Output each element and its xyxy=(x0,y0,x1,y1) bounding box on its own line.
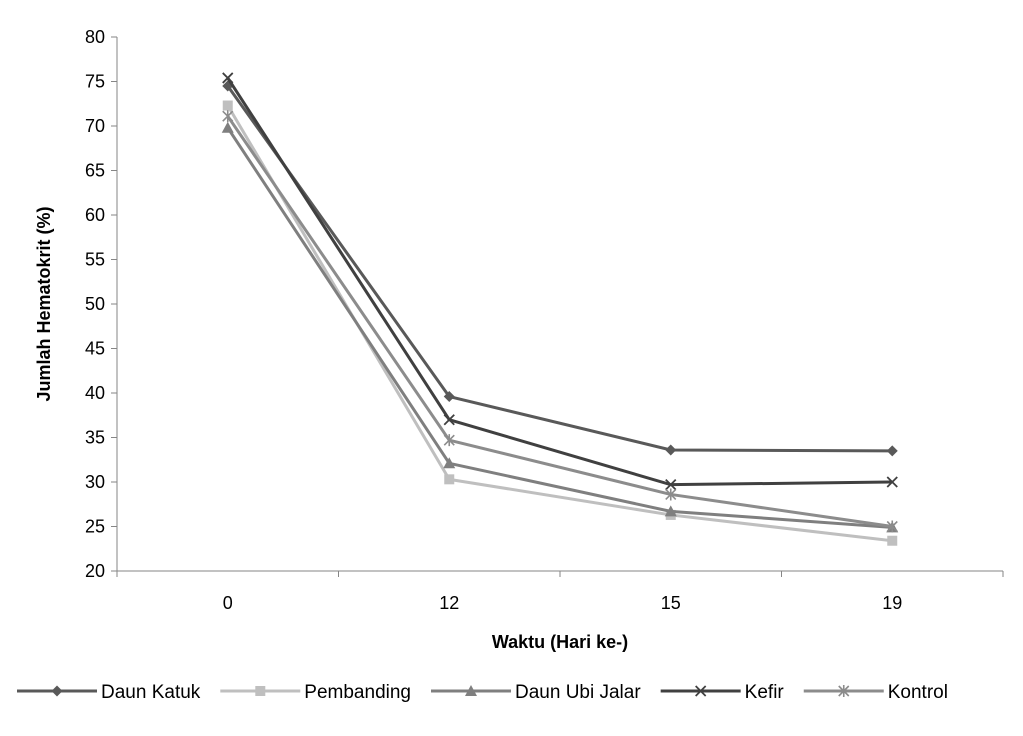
data-point-pembanding xyxy=(887,535,898,546)
legend-item-daun-katuk: Daun Katuk xyxy=(17,682,201,703)
series-line-kontrol xyxy=(226,115,893,528)
data-point-kontrol xyxy=(222,110,234,123)
legend-item-pembanding: Pembanding xyxy=(220,682,411,703)
legend: Daun Katuk Pembanding Daun Ubi Jalar Kefir K… xyxy=(17,682,948,703)
data-point-kefir xyxy=(222,72,234,84)
y-tick-label: 50 xyxy=(85,294,105,314)
data-point-kefir xyxy=(443,414,455,426)
series-daun-ubi-jalar xyxy=(221,121,899,533)
y-tick-label: 20 xyxy=(85,561,105,581)
data-point-pembanding xyxy=(222,100,233,111)
y-tick-label: 70 xyxy=(85,116,105,136)
data-point-daun-ubi-jalar xyxy=(221,121,234,133)
legend-label: Daun Katuk xyxy=(101,682,201,703)
x-axis: 0 12 15 19 xyxy=(116,570,1004,613)
data-point-daun-katuk xyxy=(665,444,677,456)
legend-item-daun-ubi-jalar: Daun Ubi Jalar xyxy=(431,682,641,703)
data-point-kefir xyxy=(665,479,677,491)
y-tick-label: 75 xyxy=(85,72,105,92)
y-tick-label: 40 xyxy=(85,383,105,403)
data-point-daun-ubi-jalar xyxy=(664,505,677,517)
data-point-daun-katuk xyxy=(886,445,898,457)
series-pembanding xyxy=(222,100,898,546)
y-tick-label: 65 xyxy=(85,161,105,181)
series-line-kefir xyxy=(226,77,893,487)
y-axis-title: Jumlah Hematokrit (%) xyxy=(34,206,54,401)
series-line-daun-katuk xyxy=(226,85,893,453)
y-tick-label: 25 xyxy=(85,517,105,537)
x-tick-label: 0 xyxy=(223,593,233,613)
series-layer xyxy=(221,72,899,546)
legend-label: Kontrol xyxy=(888,682,948,703)
data-point-kontrol xyxy=(886,520,898,533)
legend-label: Pembanding xyxy=(304,682,411,703)
series-line-daun-ubi-jalar xyxy=(226,126,893,529)
y-axis: 20 25 30 35 40 45 50 55 60 65 70 75 80 xyxy=(85,27,118,581)
legend-marker xyxy=(465,685,477,696)
legend-marker xyxy=(51,685,63,697)
x-tick-label: 19 xyxy=(882,593,902,613)
data-point-kontrol xyxy=(443,434,455,447)
x-tick-label: 15 xyxy=(661,593,681,613)
x-tick-label: 12 xyxy=(439,593,459,613)
y-tick-label: 35 xyxy=(85,428,105,448)
legend-marker xyxy=(838,685,850,697)
legend-item-kontrol: Kontrol xyxy=(803,682,948,703)
y-tick-label: 60 xyxy=(85,205,105,225)
y-tick-label: 30 xyxy=(85,472,105,492)
legend-marker xyxy=(255,686,266,696)
series-kontrol xyxy=(222,110,898,533)
legend-item-kefir: Kefir xyxy=(660,682,785,703)
legend-marker xyxy=(695,685,707,697)
data-point-pembanding xyxy=(444,474,455,485)
series-kefir xyxy=(222,72,898,491)
data-point-daun-katuk xyxy=(443,391,455,403)
data-point-daun-ubi-jalar xyxy=(443,457,456,469)
series-line-pembanding xyxy=(226,104,893,543)
data-point-kefir xyxy=(886,476,898,488)
y-tick-label: 45 xyxy=(85,339,105,359)
legend-label: Daun Ubi Jalar xyxy=(515,682,641,703)
x-axis-title: Waktu (Hari ke-) xyxy=(492,632,628,652)
legend-label: Kefir xyxy=(745,682,785,703)
data-point-kontrol xyxy=(665,488,677,501)
y-tick-label: 80 xyxy=(85,27,105,47)
y-tick-label: 55 xyxy=(85,250,105,270)
